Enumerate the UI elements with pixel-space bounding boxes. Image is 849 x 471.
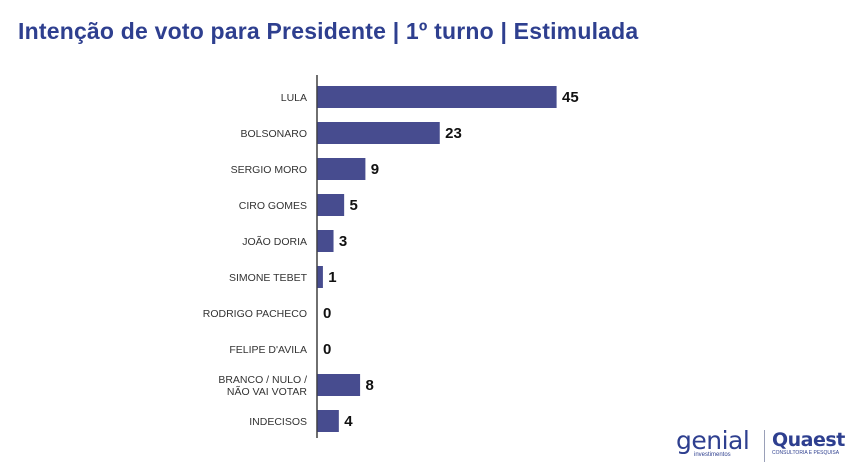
bar	[317, 122, 440, 144]
quaest-logo-word: Quaest	[772, 429, 845, 451]
bar-value-label: 8	[365, 377, 373, 394]
category-label: INDECISOS	[249, 416, 307, 428]
bar-value-label: 23	[445, 125, 462, 142]
bar-value-label: 4	[344, 413, 353, 430]
category-label: JOÃO DORIA	[242, 235, 307, 248]
bar-value-label: 45	[562, 89, 579, 106]
bar-value-label: 1	[328, 269, 336, 286]
quaest-logo: Quaest CONSULTORIA E PESQUISA	[772, 430, 845, 456]
page-title: Intenção de voto para Presidente | 1º tu…	[18, 18, 639, 44]
category-label: SERGIO MORO	[231, 164, 307, 176]
bar	[317, 410, 339, 432]
bar-value-label: 5	[350, 197, 358, 214]
category-label: SIMONE TEBET	[229, 272, 308, 284]
category-label: BOLSONARO	[240, 128, 307, 140]
bar	[317, 266, 323, 288]
bar-value-label: 0	[323, 305, 331, 322]
genial-logo-word: genial	[676, 426, 750, 455]
bar-value-label: 0	[323, 341, 331, 358]
quaest-logo-sub: CONSULTORIA E PESQUISA	[772, 450, 840, 456]
category-label: FELIPE D'AVILA	[229, 344, 307, 356]
bar	[317, 158, 366, 180]
category-label: CIRO GOMES	[239, 200, 307, 212]
category-label: NÃO VAI VOTAR	[227, 385, 308, 398]
logos: genial investimentos Quaest CONSULTORIA …	[676, 426, 845, 464]
category-label: LULA	[281, 92, 307, 104]
genial-logo-sub: investimentos	[694, 452, 731, 458]
bar	[317, 230, 334, 252]
bar-value-label: 9	[371, 161, 379, 178]
bar	[317, 194, 345, 216]
logo-divider	[764, 430, 765, 462]
bar	[317, 86, 557, 108]
category-label: RODRIGO PACHECO	[203, 308, 307, 320]
bar-value-label: 3	[339, 233, 347, 250]
genial-logo: genial investimentos	[676, 426, 750, 458]
bar	[317, 374, 361, 396]
category-label: BRANCO / NULO /	[218, 374, 307, 386]
